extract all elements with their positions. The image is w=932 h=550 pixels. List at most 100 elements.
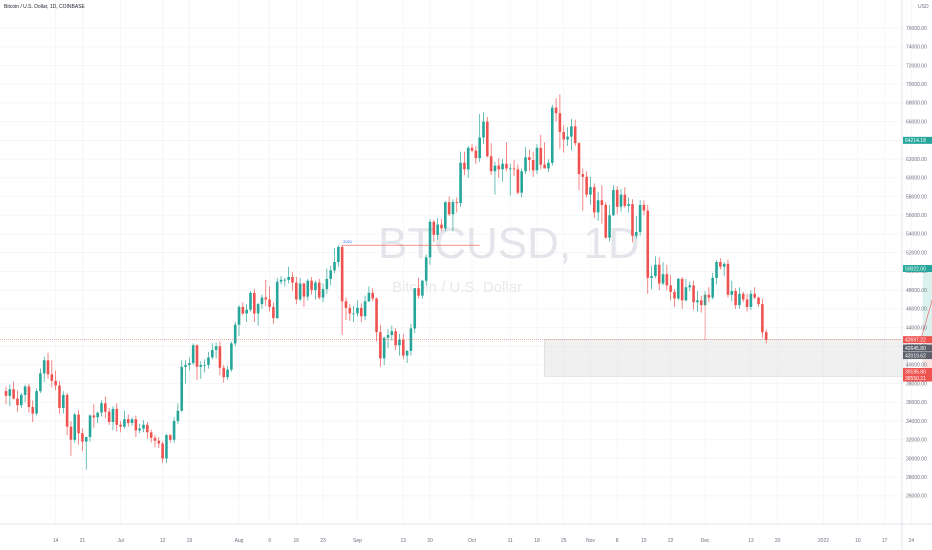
candle-body [73, 414, 77, 440]
candle-body [661, 274, 665, 284]
drawing-zones[interactable] [544, 138, 932, 377]
candle-body [180, 366, 184, 411]
candle-body [688, 285, 692, 288]
candle-body [149, 432, 153, 438]
candle-body [382, 337, 386, 359]
candle-body [100, 403, 103, 413]
support-zone [544, 339, 908, 377]
candle-body [42, 360, 46, 374]
price-badge [903, 352, 932, 360]
candlestick-series [4, 94, 768, 470]
candle-body [753, 293, 757, 298]
x-tick-label: 16 [294, 538, 300, 544]
candle-body [165, 435, 168, 459]
candle-body [470, 147, 474, 151]
candle-body [573, 126, 577, 144]
candle-body [585, 176, 588, 195]
candle-body [54, 380, 57, 386]
candle-body [153, 437, 157, 441]
candle-body [157, 440, 161, 444]
y-tick-label: 70000.00 [906, 82, 927, 88]
candle-body [50, 374, 54, 381]
y-tick-label: 76000.00 [906, 26, 927, 32]
candle-body [325, 278, 329, 290]
drawing-lines[interactable]: 2021 [0, 138, 932, 340]
candle-body [230, 343, 233, 370]
candle-body [8, 389, 12, 396]
candle-body [77, 414, 80, 434]
candle-body [371, 292, 375, 299]
candle-body [264, 297, 268, 300]
y-tick-label: 60000.00 [906, 176, 927, 182]
y-tick-label: 40000.00 [906, 363, 927, 369]
candle-body [275, 281, 279, 319]
candle-body [447, 202, 451, 215]
y-tick-label: 50000.00 [906, 269, 927, 275]
candle-body [474, 150, 478, 159]
candle-body [310, 280, 313, 291]
candle-body [459, 162, 462, 204]
candle-body [405, 350, 409, 356]
candle-body [142, 424, 145, 429]
candle-body [539, 147, 543, 165]
candle-body [203, 364, 206, 366]
candle-body [172, 421, 176, 440]
y-tick-label: 66000.00 [906, 119, 927, 125]
price-axis[interactable]: 26000.00 28000.00 30000.00 32000.00 34000.00… [906, 26, 927, 500]
candle-body [413, 288, 417, 329]
candle-body [317, 282, 321, 298]
candle-body [283, 279, 287, 281]
candle-body [501, 163, 504, 170]
time-axis[interactable]: 14 21 Jul 12 19 Aug 9 16 23 Sep 13 20 Oct 11 18 25 Nov 8 1… [53, 538, 914, 544]
x-tick-label: 9 [268, 538, 271, 544]
candle-body [314, 282, 317, 291]
y-tick-label: 26000.00 [906, 494, 927, 500]
watermark-name: Bitcoin / U.S. Dollar [392, 279, 522, 296]
candle-body [592, 187, 596, 213]
price-badge-text: 50022.00 [905, 266, 926, 272]
chart-title: Bitcoin / U.S. Dollar, 1D, COINBASE [4, 4, 86, 10]
x-tick-label: 13 [400, 538, 406, 544]
candle-body [256, 304, 260, 314]
currency-label[interactable]: USD [918, 4, 929, 10]
x-tick-label: Dec [701, 538, 710, 544]
candle-body [195, 345, 199, 367]
y-tick-label: 72000.00 [906, 63, 927, 69]
candle-body [104, 403, 107, 412]
candle-body [386, 334, 390, 338]
candle-body [654, 264, 657, 277]
candle-body [604, 204, 608, 238]
candle-body [253, 292, 256, 314]
candle-body [130, 419, 134, 423]
candle-body [176, 410, 180, 422]
candle-body [348, 307, 352, 314]
candle-body [761, 304, 764, 333]
candle-body [646, 210, 650, 278]
candle-body [596, 200, 600, 213]
candle-body [749, 293, 753, 307]
candle-body [444, 202, 447, 229]
price-badge-text: 42697.22 [905, 337, 926, 343]
x-tick-label: Jul [117, 538, 123, 544]
watermark-symbol: BTCUSD, 1D [378, 219, 640, 268]
candle-body [184, 364, 187, 367]
candle-body [62, 394, 65, 408]
x-tick-label: 24 [909, 538, 915, 544]
y-tick-label: 74000.00 [906, 45, 927, 51]
candle-body [272, 306, 275, 319]
candle-body [699, 300, 703, 306]
candle-body [31, 407, 35, 414]
candle-body [451, 202, 455, 215]
candle-body [115, 408, 119, 425]
candle-body [707, 294, 711, 298]
candle-body [218, 346, 222, 368]
candle-body [455, 202, 459, 204]
x-tick-label: 17 [882, 538, 888, 544]
candle-body [570, 126, 573, 137]
candle-body [417, 288, 420, 296]
grid [0, 0, 912, 524]
price-badge-text: 39195.80 [905, 369, 926, 375]
x-tick-label: Nov [586, 538, 595, 544]
candle-body [168, 435, 172, 440]
